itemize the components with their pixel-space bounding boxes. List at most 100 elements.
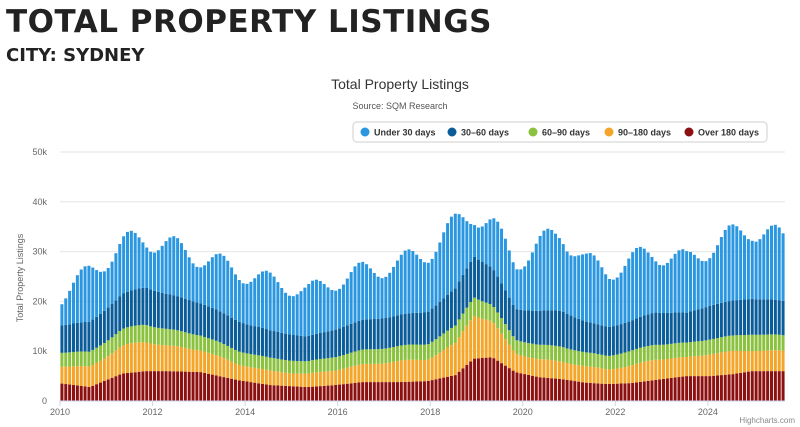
- bar-segment-d30_60[interactable]: [781, 300, 785, 336]
- bar-segment-under30[interactable]: [430, 258, 434, 309]
- bar-segment-d30_60[interactable]: [349, 323, 353, 353]
- bar-segment-d90_180[interactable]: [735, 350, 739, 374]
- bar-segment-d90_180[interactable]: [114, 350, 118, 377]
- bar-segment-over180[interactable]: [164, 371, 168, 401]
- bar-segment-d30_60[interactable]: [696, 309, 700, 342]
- bar-segment-d90_180[interactable]: [642, 361, 646, 382]
- bar-segment-over180[interactable]: [206, 373, 210, 401]
- bar-segment-d30_60[interactable]: [102, 310, 106, 343]
- bar-segment-d30_60[interactable]: [642, 315, 646, 347]
- bar-segment-d30_60[interactable]: [777, 300, 781, 335]
- bar-segment-d60_90[interactable]: [399, 345, 403, 361]
- bar-segment-d30_60[interactable]: [631, 320, 635, 351]
- bar-segment-over180[interactable]: [708, 376, 712, 401]
- bar-segment-d30_60[interactable]: [434, 305, 438, 340]
- bar-segment-under30[interactable]: [160, 245, 164, 293]
- bar-segment-under30[interactable]: [530, 252, 534, 311]
- bar-segment-over180[interactable]: [673, 377, 677, 401]
- bar-segment-over180[interactable]: [311, 386, 315, 401]
- bar-segment-over180[interactable]: [407, 381, 411, 401]
- bar-segment-d60_90[interactable]: [122, 328, 126, 346]
- bar-segment-d90_180[interactable]: [604, 369, 608, 384]
- bar-segment-d90_180[interactable]: [125, 343, 129, 374]
- bar-segment-over180[interactable]: [230, 378, 234, 401]
- bar-segment-d60_90[interactable]: [449, 327, 453, 346]
- bar-segment-under30[interactable]: [79, 269, 83, 323]
- bar-segment-d60_90[interactable]: [665, 344, 669, 360]
- bar-segment-over180[interactable]: [102, 380, 106, 401]
- bar-segment-d90_180[interactable]: [554, 360, 558, 379]
- bar-segment-d30_60[interactable]: [245, 324, 249, 354]
- bar-segment-under30[interactable]: [712, 252, 716, 305]
- bar-segment-d90_180[interactable]: [635, 363, 639, 383]
- bar-segment-under30[interactable]: [588, 253, 592, 323]
- bar-segment-d30_60[interactable]: [272, 331, 276, 359]
- bar-segment-over180[interactable]: [334, 384, 338, 401]
- bar-segment-over180[interactable]: [446, 376, 450, 401]
- bar-segment-d30_60[interactable]: [430, 308, 434, 342]
- bar-segment-d60_90[interactable]: [187, 333, 191, 349]
- bar-segment-over180[interactable]: [314, 386, 318, 401]
- bar-segment-d60_90[interactable]: [349, 352, 353, 367]
- bar-segment-under30[interactable]: [137, 237, 141, 289]
- bar-segment-d90_180[interactable]: [781, 350, 785, 372]
- bar-segment-d60_90[interactable]: [353, 351, 357, 366]
- bar-segment-d90_180[interactable]: [592, 367, 596, 384]
- bar-segment-over180[interactable]: [469, 361, 473, 401]
- bar-segment-under30[interactable]: [592, 255, 596, 324]
- bar-segment-d90_180[interactable]: [291, 373, 295, 387]
- bar-segment-d90_180[interactable]: [326, 371, 330, 386]
- bar-segment-under30[interactable]: [75, 275, 79, 323]
- bar-segment-over180[interactable]: [557, 378, 561, 401]
- bar-segment-under30[interactable]: [141, 242, 145, 288]
- bar-segment-d30_60[interactable]: [106, 307, 110, 341]
- bar-segment-over180[interactable]: [677, 377, 681, 401]
- bar-segment-under30[interactable]: [746, 239, 750, 300]
- bar-segment-d90_180[interactable]: [399, 360, 403, 383]
- bar-segment-over180[interactable]: [654, 379, 658, 401]
- bar-segment-over180[interactable]: [399, 382, 403, 401]
- bar-segment-d90_180[interactable]: [137, 342, 141, 372]
- bar-segment-over180[interactable]: [473, 358, 477, 401]
- bar-segment-d30_60[interactable]: [361, 319, 365, 350]
- bar-segment-over180[interactable]: [264, 384, 268, 401]
- bar-segment-d90_180[interactable]: [766, 350, 770, 372]
- bar-segment-d60_90[interactable]: [770, 334, 774, 351]
- bar-segment-d30_60[interactable]: [488, 266, 492, 305]
- bar-segment-under30[interactable]: [172, 236, 176, 296]
- bar-segment-under30[interactable]: [453, 213, 457, 289]
- bar-segment-d30_60[interactable]: [565, 313, 569, 349]
- bar-segment-d90_180[interactable]: [353, 365, 357, 383]
- bar-segment-under30[interactable]: [372, 273, 376, 320]
- bar-segment-under30[interactable]: [253, 278, 257, 327]
- bar-segment-d90_180[interactable]: [272, 371, 276, 386]
- bar-segment-d60_90[interactable]: [334, 357, 338, 371]
- bar-segment-d90_180[interactable]: [172, 345, 176, 372]
- bar-segment-under30[interactable]: [500, 228, 504, 284]
- bar-segment-under30[interactable]: [260, 271, 264, 328]
- bar-segment-d90_180[interactable]: [156, 344, 160, 372]
- bar-segment-under30[interactable]: [145, 247, 149, 288]
- bar-segment-d30_60[interactable]: [395, 315, 399, 347]
- bar-segment-under30[interactable]: [291, 296, 295, 336]
- bar-segment-under30[interactable]: [68, 290, 72, 325]
- bar-segment-under30[interactable]: [95, 270, 99, 317]
- bar-segment-under30[interactable]: [476, 227, 480, 260]
- bar-segment-d60_90[interactable]: [476, 299, 480, 318]
- bar-segment-over180[interactable]: [87, 386, 91, 401]
- bar-segment-d60_90[interactable]: [654, 344, 658, 360]
- bar-segment-d90_180[interactable]: [623, 367, 627, 384]
- bar-segment-d60_90[interactable]: [638, 347, 642, 363]
- bar-segment-d90_180[interactable]: [557, 361, 561, 379]
- bar-segment-d60_90[interactable]: [623, 352, 627, 368]
- bar-segment-d60_90[interactable]: [276, 358, 280, 372]
- bar-segment-over180[interactable]: [604, 383, 608, 401]
- bar-segment-under30[interactable]: [608, 278, 612, 327]
- bar-segment-over180[interactable]: [461, 368, 465, 401]
- bar-segment-d90_180[interactable]: [750, 351, 754, 372]
- bar-segment-d30_60[interactable]: [307, 335, 311, 361]
- bar-segment-d30_60[interactable]: [164, 293, 168, 329]
- bar-segment-over180[interactable]: [696, 376, 700, 401]
- bar-segment-d90_180[interactable]: [573, 364, 577, 382]
- bar-segment-d60_90[interactable]: [268, 357, 272, 371]
